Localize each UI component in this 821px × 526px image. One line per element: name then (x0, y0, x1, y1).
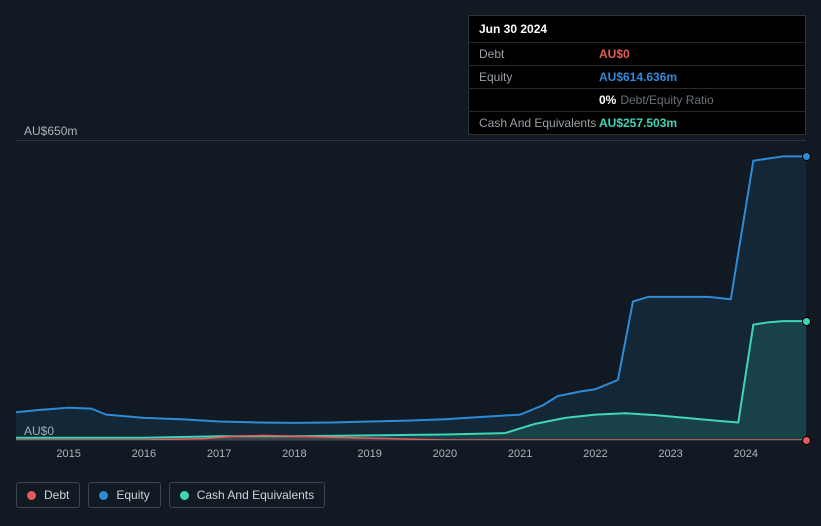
equity-end-marker (802, 152, 811, 161)
debt-end-marker (802, 436, 811, 445)
y-axis-max-label: AU$650m (24, 124, 77, 138)
x-tick-label: 2021 (508, 448, 532, 460)
tooltip-row-label: Cash And Equivalents (479, 116, 599, 130)
tooltip-row: 0%Debt/Equity Ratio (469, 88, 805, 111)
cash-swatch-icon (180, 491, 189, 500)
tooltip-row-value: AU$614.636m (599, 70, 677, 84)
tooltip-date: Jun 30 2024 (469, 16, 805, 42)
equity-swatch-icon (99, 491, 108, 500)
x-tick-label: 2016 (132, 448, 156, 460)
legend-label: Cash And Equivalents (197, 488, 314, 502)
x-tick-label: 2024 (734, 448, 758, 460)
legend: Debt Equity Cash And Equivalents (16, 482, 325, 508)
legend-item-debt[interactable]: Debt (16, 482, 80, 508)
tooltip-row-label: Equity (479, 70, 599, 84)
chart-svg (16, 140, 806, 440)
x-tick-label: 2018 (282, 448, 306, 460)
x-tick-label: 2015 (56, 448, 80, 460)
x-tick-label: 2022 (583, 448, 607, 460)
x-tick-label: 2023 (658, 448, 682, 460)
equity-area (16, 156, 806, 440)
cash-end-marker (802, 317, 811, 326)
tooltip-row-sublabel: Debt/Equity Ratio (620, 93, 713, 107)
tooltip-row-value: AU$257.503m (599, 116, 677, 130)
legend-label: Debt (44, 488, 69, 502)
debt-swatch-icon (27, 491, 36, 500)
x-axis-ticks: 2015 2016 2017 2018 2019 2020 2021 2022 2023 2024 (16, 448, 806, 468)
tooltip-row-label (479, 93, 599, 107)
tooltip-row: EquityAU$614.636m (469, 65, 805, 88)
x-tick-label: 2020 (433, 448, 457, 460)
plot-area (16, 140, 806, 440)
tooltip-row-value: AU$0 (599, 47, 630, 61)
tooltip-row-value: 0%Debt/Equity Ratio (599, 93, 714, 107)
financial-chart-container: Jun 30 2024 DebtAU$0EquityAU$614.636m0%D… (0, 0, 821, 526)
legend-label: Equity (116, 488, 149, 502)
chart-tooltip: Jun 30 2024 DebtAU$0EquityAU$614.636m0%D… (468, 15, 806, 135)
legend-item-equity[interactable]: Equity (88, 482, 160, 508)
legend-item-cash[interactable]: Cash And Equivalents (169, 482, 325, 508)
x-tick-label: 2019 (357, 448, 381, 460)
tooltip-row: DebtAU$0 (469, 42, 805, 65)
x-tick-label: 2017 (207, 448, 231, 460)
tooltip-row-label: Debt (479, 47, 599, 61)
grid-bot (16, 440, 806, 441)
tooltip-row: Cash And EquivalentsAU$257.503m (469, 111, 805, 134)
